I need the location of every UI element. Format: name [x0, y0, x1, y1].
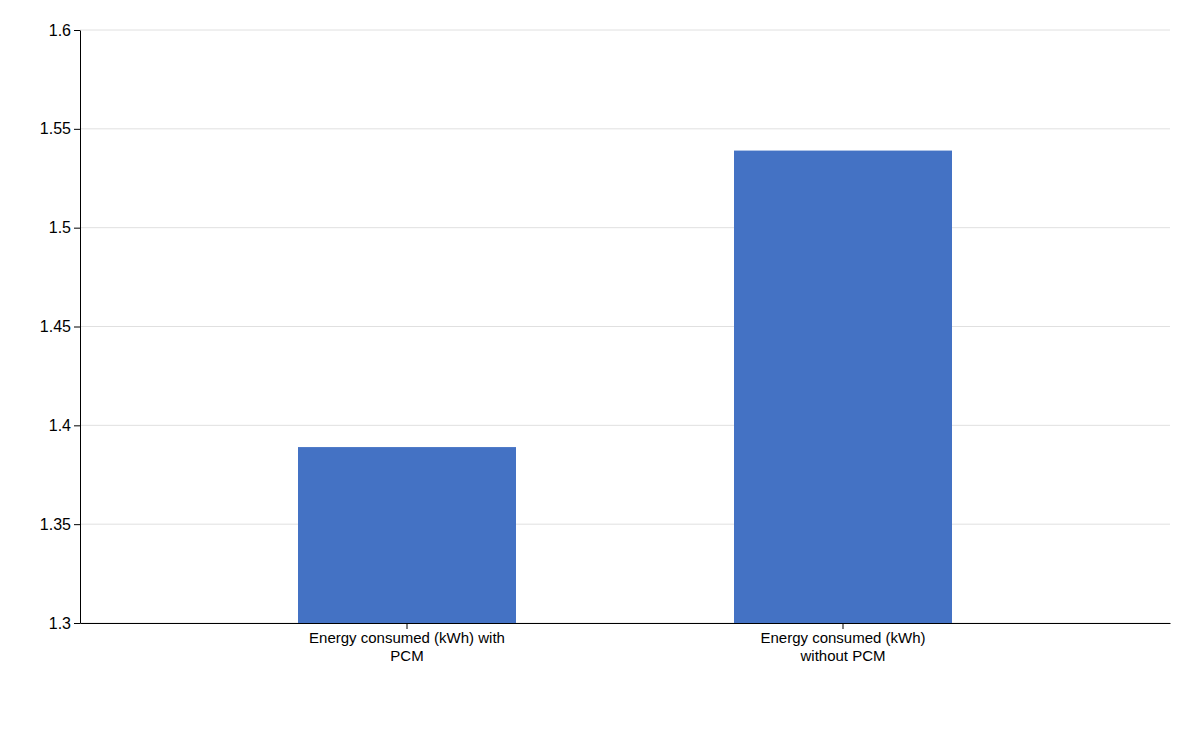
bars: [298, 151, 952, 623]
y-tick-mark: [74, 524, 80, 525]
x-tick-label-line: PCM: [390, 647, 423, 664]
y-tick-mark: [74, 623, 80, 624]
y-tick-label: 1.35: [40, 516, 71, 533]
bar: [734, 151, 952, 623]
chart: 1.3 1.35 1.4 1.45 1.5 1.55 1.6 Energy consumed …: [0, 0, 1200, 733]
grid-line: [80, 425, 1170, 426]
y-axis: 1.3 1.35 1.4 1.45 1.5 1.55 1.6: [40, 22, 81, 632]
grid: [80, 30, 1170, 623]
y-tick: 1.55: [40, 120, 80, 137]
y-tick-label: 1.6: [49, 22, 71, 39]
x-axis-line: [81, 623, 1171, 624]
grid-line: [80, 128, 1170, 129]
grid-line: [80, 524, 1170, 525]
y-tick-label: 1.3: [49, 615, 71, 632]
plot-area: 1.3 1.35 1.4 1.45 1.5 1.55 1.6 Energy consumed …: [40, 22, 1171, 733]
y-tick-label: 1.55: [40, 120, 71, 137]
y-tick-label: 1.4: [49, 417, 71, 434]
y-tick: 1.5: [49, 219, 80, 236]
x-tick-label-line: without PCM: [799, 647, 885, 664]
y-tick: 1.35: [40, 516, 80, 533]
y-tick-mark: [74, 228, 80, 229]
x-axis: Energy consumed (kWh) withPCMEnergy cons…: [81, 623, 1171, 664]
y-tick: 1.4: [49, 417, 80, 434]
x-tick-label-line: Energy consumed (kWh): [760, 629, 925, 646]
x-tick-label-line: Energy consumed (kWh) with: [309, 629, 505, 646]
y-tick-label: 1.45: [40, 318, 71, 335]
x-tick: Energy consumed (kWh) withPCM: [309, 623, 505, 664]
grid-line: [80, 326, 1170, 327]
y-tick-mark: [74, 327, 80, 328]
y-tick: 1.45: [40, 318, 80, 335]
y-tick-mark: [74, 30, 80, 31]
y-tick-mark: [74, 129, 80, 130]
grid-line: [80, 623, 1170, 624]
y-tick: 1.6: [49, 22, 80, 39]
x-tick-label: Energy consumed (kWh) withPCM: [309, 629, 505, 664]
x-tick: Energy consumed (kWh)without PCM: [760, 623, 925, 664]
y-tick-label: 1.5: [49, 219, 71, 236]
grid-line: [80, 227, 1170, 228]
x-tick-label: Energy consumed (kWh)without PCM: [760, 629, 925, 664]
y-tick-mark: [74, 425, 80, 426]
y-axis-line: [80, 31, 81, 624]
grid-line: [80, 30, 1170, 31]
bar: [298, 447, 516, 623]
y-tick: 1.3: [49, 615, 80, 632]
